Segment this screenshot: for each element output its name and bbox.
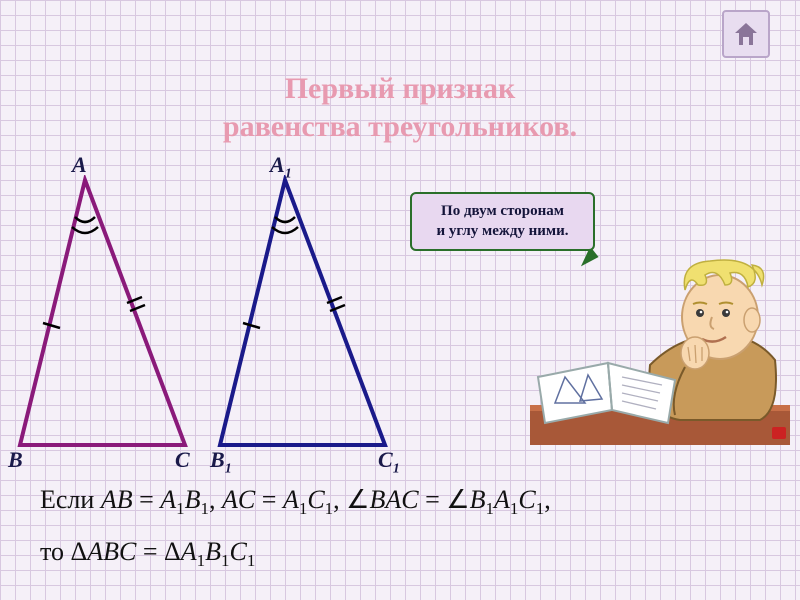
label-a: A [72,152,87,178]
home-icon [731,19,761,49]
label-c: C [175,447,190,473]
formula-block: Если AB = A1B1, AC = A1C1, ∠BAC = ∠B1A1C… [40,478,780,576]
callout-line-1: По двум сторонам [420,202,585,222]
triangle-a1b1c1 [220,180,385,445]
home-button[interactable] [722,10,770,58]
label-b1: B1 [210,447,232,477]
callout-line-2: и углу между ними. [420,222,585,242]
student-illustration [530,255,790,445]
label-a1: A1 [270,152,292,182]
callout-box: По двум сторонам и углу между ними. [410,192,595,251]
slide-title: Первый признак равенства треугольников. [0,70,800,145]
formula-line-1: Если AB = A1B1, AC = A1C1, ∠BAC = ∠B1A1C… [40,478,780,524]
triangles-diagram [10,175,410,465]
title-line-1: Первый признак [0,70,800,108]
formula-line-2: то ΔABC = ΔA1B1C1 [40,530,780,576]
triangle-abc [20,180,185,445]
title-line-2: равенства треугольников. [0,108,800,146]
label-c1: C1 [378,447,400,477]
label-b: B [8,447,23,473]
